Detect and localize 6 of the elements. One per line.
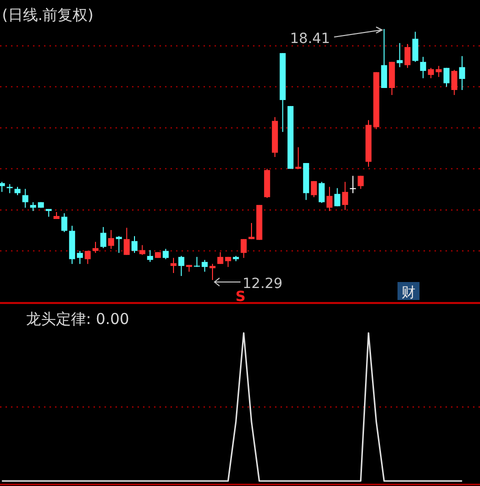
text: 财 [402,285,416,301]
annotation: 18.41 [290,31,330,47]
chart-title: (日线.前复权) [2,6,94,24]
text: S [235,289,246,305]
chart-title: 龙头定律: 0.00 [26,310,130,328]
annotation: 12.29 [242,276,283,292]
